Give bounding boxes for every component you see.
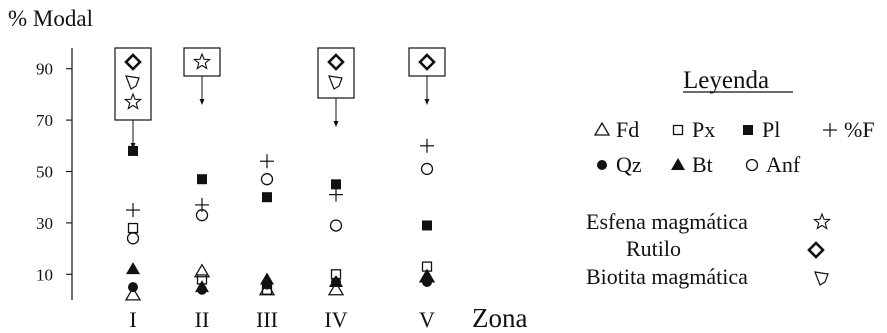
- point-pl: [262, 192, 272, 203]
- point-fd: [327, 281, 345, 296]
- point-pl: [128, 145, 138, 156]
- legend-marker-bt-icon: [671, 158, 685, 170]
- point-bt: [329, 275, 343, 288]
- legend-accessory-label: Esfena magmática: [586, 209, 748, 234]
- x-tick-label: III: [256, 307, 278, 332]
- y-tick-label: 10: [36, 265, 53, 284]
- legend-label-qz: Qz: [616, 152, 642, 177]
- legend-marker-anf-icon: [745, 158, 759, 172]
- legend-accessory-label: Biotita magmática: [586, 264, 748, 289]
- point-pctf: [420, 138, 434, 153]
- y-tick-label: 90: [36, 60, 53, 79]
- point-pctf: [329, 187, 343, 202]
- legend-label-pctf: %F: [844, 117, 875, 142]
- point-pl: [422, 220, 432, 231]
- legend-label-bt: Bt: [692, 152, 713, 177]
- point-bt: [195, 280, 209, 293]
- legend: Leyenda Fd Px Pl %F Qz Bt Anf Esfena magmáticaRu…: [586, 67, 875, 289]
- legend-marker-pctf-icon: [823, 123, 837, 137]
- legend-label-fd: Fd: [616, 117, 639, 142]
- point-anf: [420, 162, 434, 176]
- x-axis-label: Zona: [472, 303, 527, 333]
- point-anf: [329, 219, 343, 232]
- arrow-head: [333, 121, 339, 127]
- x-tick-label: II: [195, 307, 210, 332]
- point-px: [127, 222, 139, 234]
- x-tick-label: I: [129, 307, 136, 332]
- point-bt: [420, 269, 434, 282]
- y-tick-label: 30: [36, 214, 53, 233]
- legend-marker-fd-icon: [593, 121, 611, 136]
- y-axis-label: % Modal: [8, 6, 93, 31]
- accessory-star-icon: [123, 92, 143, 110]
- legend-biotite-icon: [814, 271, 829, 286]
- legend-label-px: Px: [692, 117, 715, 142]
- accessory-star-icon: [192, 52, 212, 70]
- point-fd: [124, 286, 142, 301]
- legend-marker-qz-icon: [597, 160, 607, 170]
- accessory-biotite-icon: [125, 75, 140, 90]
- point-bt: [126, 262, 140, 275]
- legend-marker-px-icon: [672, 124, 684, 136]
- accessory-box: [114, 47, 152, 121]
- point-qz: [128, 282, 138, 293]
- point-fd: [193, 263, 211, 278]
- legend-marker-pl-icon: [743, 125, 753, 135]
- legend-accessory-label: Rutilo: [626, 236, 681, 261]
- accessory-diamond-icon: [418, 53, 436, 71]
- arrow-head: [130, 143, 136, 149]
- data-marks: [124, 138, 436, 301]
- point-bt: [260, 272, 274, 285]
- accessory-box: [408, 47, 446, 77]
- legend-star-icon: [812, 212, 832, 230]
- point-pl: [331, 179, 341, 190]
- point-anf: [260, 173, 274, 186]
- legend-label-anf: Anf: [766, 152, 801, 177]
- point-pctf: [126, 203, 140, 218]
- point-anf: [126, 232, 140, 245]
- legend-label-pl: Pl: [762, 117, 780, 142]
- arrow-head: [199, 99, 205, 105]
- arrow-head: [424, 99, 430, 105]
- legend-diamond-icon: [807, 241, 825, 259]
- point-pctf: [260, 154, 274, 169]
- accessory-diamond-icon: [124, 53, 142, 71]
- accessory-biotite-icon: [328, 75, 343, 90]
- y-tick-label: 70: [36, 111, 53, 130]
- x-tick-label: V: [419, 307, 435, 332]
- accessory-boxes: [114, 47, 446, 149]
- legend-title: Leyenda: [683, 67, 769, 94]
- point-anf: [195, 209, 209, 222]
- point-pl: [197, 174, 207, 185]
- accessory-diamond-icon: [327, 53, 345, 71]
- y-tick-label: 50: [36, 163, 53, 182]
- accessory-box: [183, 47, 221, 77]
- x-tick-label: IV: [324, 307, 347, 332]
